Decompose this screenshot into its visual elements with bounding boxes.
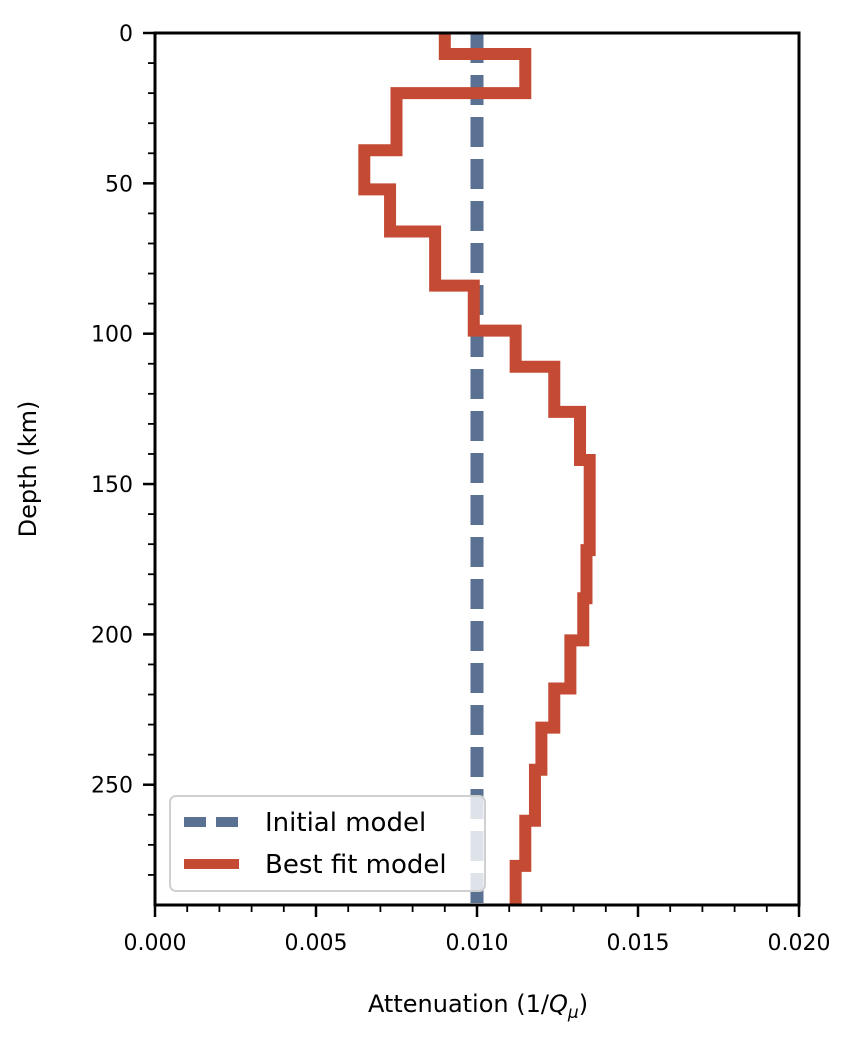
y-tick-label: 200 bbox=[91, 623, 133, 648]
y-tick-label: 0 bbox=[119, 22, 133, 47]
y-tick-label: 100 bbox=[91, 323, 133, 348]
x-tick-label: 0.020 bbox=[768, 931, 831, 956]
y-tick-label: 50 bbox=[105, 172, 133, 197]
x-axis-label-prefix: Attenuation (1/ bbox=[368, 990, 550, 1018]
y-axis-label: Depth (km) bbox=[14, 401, 42, 538]
x-axis-label-suffix: ) bbox=[579, 990, 588, 1018]
legend-label-initial-model: Initial model bbox=[265, 808, 426, 838]
x-tick-label: 0.015 bbox=[607, 931, 670, 956]
x-tick-label: 0.010 bbox=[446, 931, 509, 956]
legend-box bbox=[169, 795, 486, 892]
x-axis-label-sub: μ bbox=[567, 1003, 579, 1023]
x-axis-label-q: Q bbox=[549, 990, 568, 1018]
x-axis-label: Attenuation (1/Qμ) bbox=[368, 990, 588, 1023]
ticks-group: 0.000 0.005 0.010 0.015 0.020 0 50 100 150 200 250 bbox=[91, 22, 830, 956]
y-tick-label: 250 bbox=[91, 774, 133, 799]
legend-label-best-fit-model: Best fit model bbox=[265, 850, 447, 880]
series-layer bbox=[358, 33, 596, 905]
plot-frame bbox=[153, 31, 801, 907]
y-tick-label: 150 bbox=[91, 473, 133, 498]
legend: Initial model Best fit model bbox=[169, 795, 486, 892]
x-tick-label: 0.000 bbox=[124, 931, 187, 956]
x-tick-label: 0.005 bbox=[285, 931, 348, 956]
best-fit-model-line bbox=[358, 33, 596, 905]
